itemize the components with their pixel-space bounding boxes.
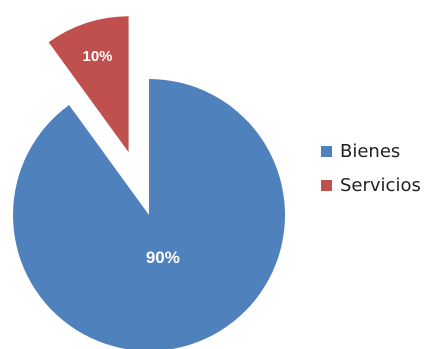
slice-label-servicios: 10% xyxy=(82,48,112,65)
legend-label-servicios: Servicios xyxy=(340,175,421,196)
pie-slice-bienes xyxy=(13,79,285,349)
legend-item-bienes: Bienes xyxy=(321,139,421,164)
legend-swatch-bienes xyxy=(321,146,332,157)
legend-item-servicios: Servicios xyxy=(321,173,421,198)
chart-legend: Bienes Servicios xyxy=(321,139,421,207)
slice-label-bienes: 90% xyxy=(146,248,180,267)
pie-slice-servicios xyxy=(48,16,129,153)
legend-swatch-servicios xyxy=(321,180,332,191)
legend-label-bienes: Bienes xyxy=(340,141,401,162)
